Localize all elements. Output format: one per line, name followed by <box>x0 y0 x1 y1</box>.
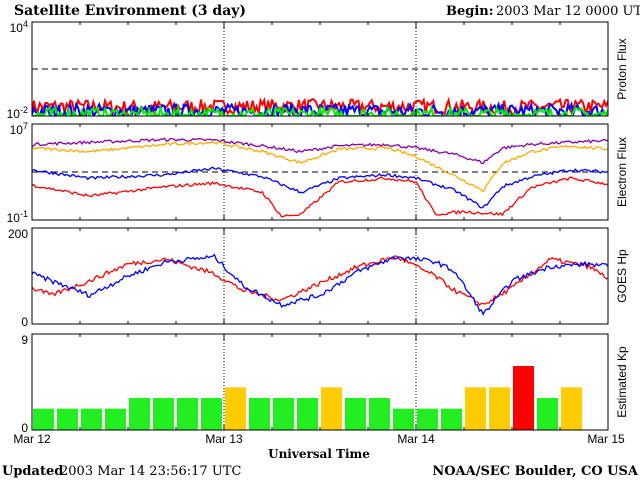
y-tick-label-top: 200 <box>8 227 28 241</box>
panel-estimated-kp: 9 0 Estimated Kp <box>21 333 629 435</box>
kp-bar <box>345 398 366 430</box>
kp-bar <box>57 408 78 430</box>
series-line-blue <box>32 253 608 317</box>
kp-bar <box>177 398 198 430</box>
kp-bar <box>369 398 390 430</box>
panel-electron-flux: 107 10-1 Electron Flux <box>7 121 629 225</box>
kp-bar <box>537 398 558 430</box>
kp-bar <box>201 398 222 430</box>
series-line-red <box>32 176 608 218</box>
kp-bar <box>393 408 414 430</box>
x-tick-label: Mar 12 <box>13 432 51 446</box>
begin-label: Begin: <box>446 4 494 19</box>
kp-bar <box>129 398 150 430</box>
series-line-blue <box>32 100 608 116</box>
kp-bar <box>417 408 438 430</box>
kp-bar <box>321 387 342 430</box>
kp-bar <box>81 408 102 430</box>
source-credit: NOAA/SEC Boulder, CO USA <box>432 464 639 479</box>
kp-bar <box>225 387 246 430</box>
kp-bar <box>33 408 54 430</box>
chart-title: Satellite Environment (3 day) <box>14 3 246 19</box>
kp-bar <box>273 398 294 430</box>
plot-area <box>32 228 608 324</box>
y-tick-label-bottom: 0 <box>21 315 28 329</box>
kp-bar <box>465 387 486 430</box>
updated-value: 2003 Mar 14 23:56:17 UTC <box>60 464 241 479</box>
kp-bar <box>153 398 174 430</box>
series-line-purple <box>32 137 608 165</box>
series-line-blue <box>32 166 608 209</box>
kp-bar <box>105 408 126 430</box>
series-line-orange <box>32 140 608 193</box>
x-tick-label: Mar 14 <box>397 432 435 446</box>
series-line-green <box>32 103 608 116</box>
y-axis-label: Estimated Kp <box>615 346 629 418</box>
panel-goes-hp: 200 0 GOES Hp <box>8 227 629 329</box>
y-tick-label-top: 104 <box>10 19 28 35</box>
y-axis-label: Proton Flux <box>615 38 629 99</box>
x-tick-label: Mar 13 <box>205 432 243 446</box>
x-tick-label: Mar 15 <box>587 432 625 446</box>
kp-bar <box>249 398 270 430</box>
panel-frame <box>31 227 609 325</box>
y-tick-label-bottom: 0 <box>21 421 28 435</box>
panel-proton-flux: 104 10-2 Proton Flux <box>7 19 629 121</box>
plot-area <box>32 22 608 116</box>
x-axis-label: Universal Time <box>268 447 370 461</box>
series-line-red <box>32 255 608 306</box>
kp-bar <box>489 387 510 430</box>
y-tick-label-bottom: 10-2 <box>7 105 28 121</box>
updated-label: Updated <box>2 464 63 479</box>
plot-area <box>33 334 582 430</box>
y-axis-label: Electron Flux <box>615 137 629 207</box>
kp-bar <box>561 387 582 430</box>
y-tick-label-bottom: 10-1 <box>7 209 28 225</box>
kp-bar <box>513 366 534 430</box>
plot-area <box>32 124 608 220</box>
kp-bar <box>297 398 318 430</box>
y-tick-label-top: 9 <box>21 333 28 347</box>
panel-frame <box>31 123 609 221</box>
panels: 104 10-2 Proton Flux 107 10-1 Electron Flux 20… <box>7 19 629 435</box>
y-axis-label: GOES Hp <box>615 249 629 303</box>
y-tick-label-top: 107 <box>10 121 28 137</box>
kp-bar <box>441 408 462 430</box>
begin-value: 2003 Mar 12 0000 UTC <box>496 4 640 19</box>
